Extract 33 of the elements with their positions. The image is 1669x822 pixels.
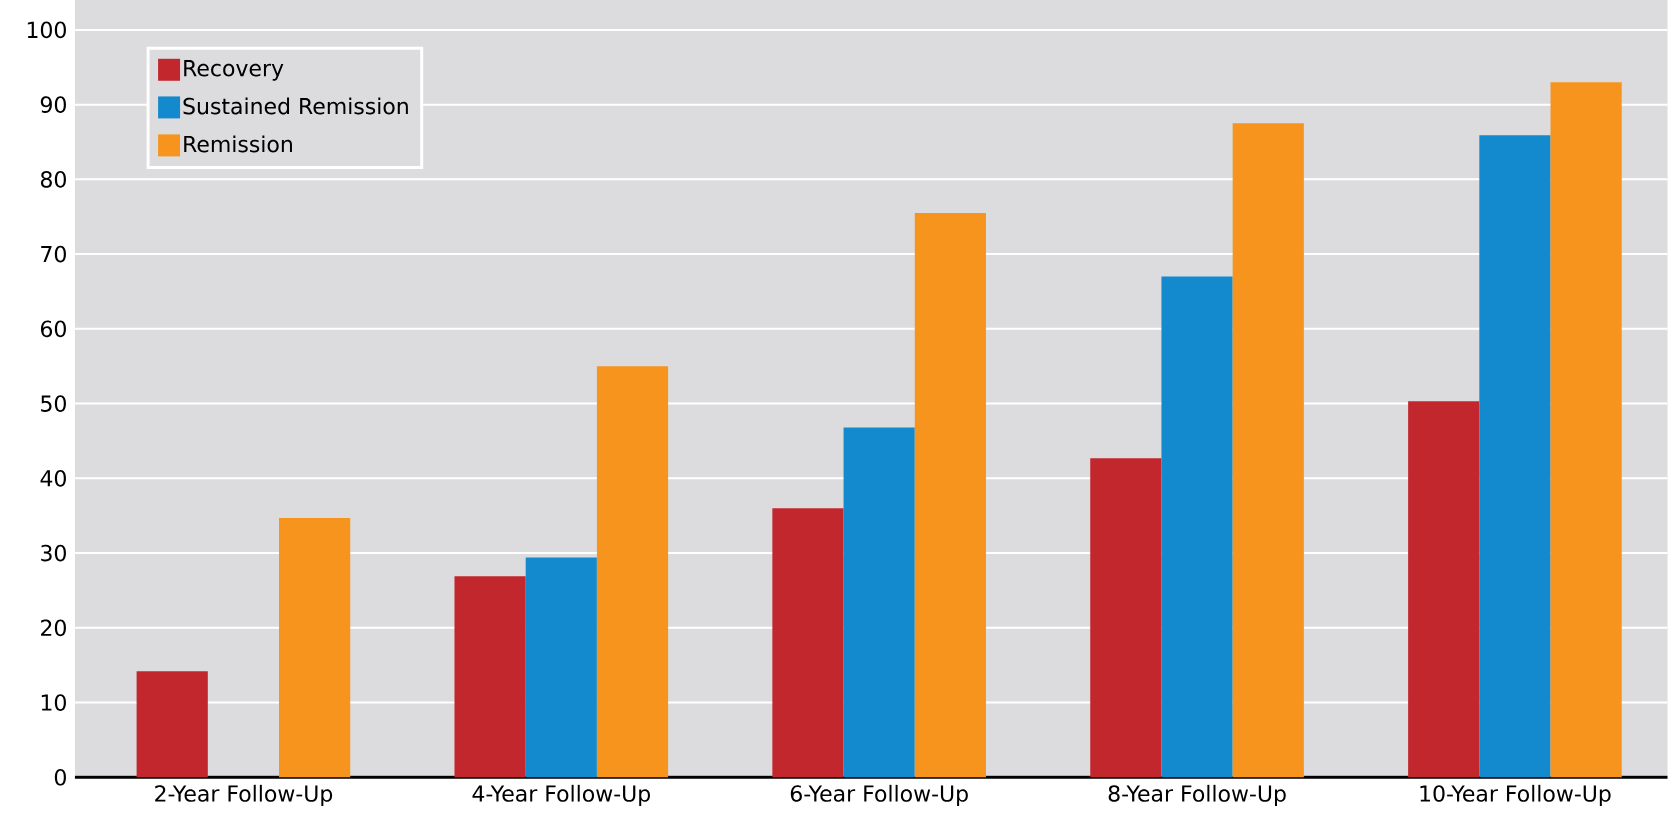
- y-tick-label: 90: [40, 96, 66, 113]
- bar: [1161, 276, 1233, 778]
- legend-label: Recovery: [184, 59, 284, 81]
- y-tick-label: 50: [41, 395, 66, 412]
- x-tick-label: 10-Year Follow-Up: [1420, 784, 1611, 806]
- bar: [279, 517, 351, 778]
- bar: [772, 508, 844, 778]
- x-tick-label: 4-Year Follow-Up: [472, 784, 650, 806]
- y-tick-label: 10: [41, 694, 66, 711]
- bar: [914, 212, 986, 778]
- y-tick-label: 80: [40, 170, 66, 188]
- bar: [1232, 123, 1304, 778]
- bar: [1479, 135, 1551, 778]
- bar: [525, 557, 597, 778]
- bar: [136, 671, 208, 778]
- x-tick-label: 2-Year Follow-Up: [155, 784, 333, 806]
- bar: [1408, 401, 1480, 778]
- bar: [454, 576, 526, 778]
- legend-label: Sustained Remission: [183, 97, 408, 115]
- y-tick-label: 70: [41, 245, 66, 263]
- y-tick-label: 20: [41, 619, 66, 637]
- x-tick-label: 8-Year Follow-Up: [1108, 784, 1286, 806]
- legend-label: Remission: [184, 135, 292, 153]
- y-tick-label: 30: [41, 544, 66, 562]
- y-tick-label: 60: [40, 320, 66, 338]
- y-tick-label: 100: [27, 21, 66, 39]
- y-tick-label: 40: [40, 469, 66, 487]
- x-tick-label: 6-Year Follow-Up: [790, 784, 968, 806]
- y-tick-label: 0: [54, 768, 66, 786]
- bar: [596, 366, 669, 778]
- bar: [843, 427, 915, 778]
- bar: [1090, 458, 1162, 778]
- bar: [1550, 82, 1622, 778]
